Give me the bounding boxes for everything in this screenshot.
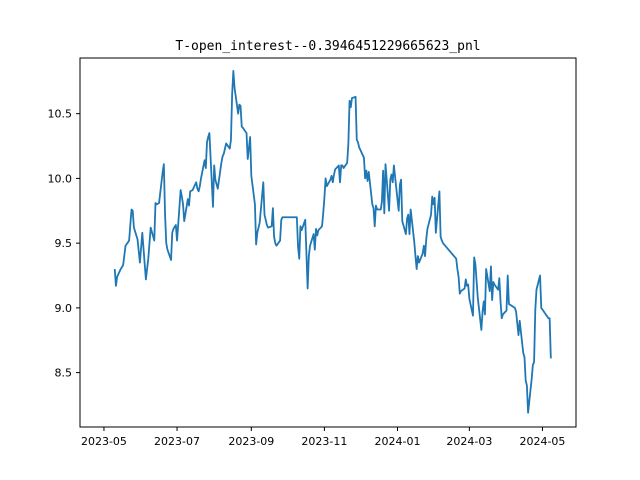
- x-tick-label: 2023-05: [81, 435, 127, 448]
- axes-frame: [79, 57, 577, 428]
- x-tick-label: 2023-07: [154, 435, 200, 448]
- y-tick-label: 9.0: [55, 302, 73, 315]
- y-tick-label: 10.5: [48, 108, 73, 121]
- plot-area: [113, 70, 552, 414]
- y-axis: 8.5 9.0 9.5 10.0 10.5: [48, 108, 80, 380]
- x-tick-label: 2023-09: [228, 435, 274, 448]
- y-tick-label: 8.5: [55, 367, 73, 380]
- x-axis: 2023-05 2023-07 2023-09 2023-11 2024-01 2024-…: [81, 427, 565, 448]
- y-tick-label: 9.5: [55, 237, 73, 250]
- chart-title: T-open_interest--0.3946451229665623_pnl: [175, 39, 480, 54]
- x-tick-label: 2024-01: [375, 435, 421, 448]
- x-tick-label: 2024-05: [519, 435, 565, 448]
- y-tick-label: 10.0: [48, 172, 73, 185]
- series-line-0: [113, 70, 552, 414]
- x-tick-label: 2024-03: [446, 435, 492, 448]
- x-tick-label: 2023-11: [301, 435, 347, 448]
